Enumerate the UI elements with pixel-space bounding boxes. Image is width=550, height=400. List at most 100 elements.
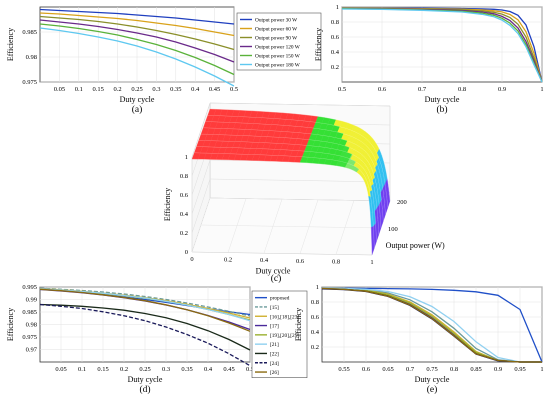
y-tick-label: 0.975 — [22, 334, 37, 341]
x-axis-label: Duty cycle — [425, 95, 460, 104]
x-tick-label: 0.05 — [55, 366, 66, 373]
series-line-6 — [321, 287, 542, 363]
series-line-9 — [321, 287, 542, 363]
surface-mesh-line — [203, 127, 384, 222]
x-tick-label: 0.95 — [514, 366, 525, 373]
legend-entry: Output power 30 W — [255, 18, 297, 24]
x-tick-label: 0.3 — [152, 86, 160, 93]
x-tick-label: 0.4 — [204, 366, 213, 373]
surface-mesh-line — [196, 146, 377, 242]
legend-entry: [17] — [270, 324, 279, 330]
z-gridline — [209, 178, 391, 183]
x-tick-label: 0.7 — [418, 86, 427, 93]
x-tick-label: 0.8 — [332, 258, 340, 265]
y-tick-label: 0.2 — [311, 344, 319, 351]
panel-label: (c) — [271, 273, 282, 284]
x-tick-label: 0.9 — [494, 366, 502, 373]
z-tick-label: 0.8 — [180, 173, 188, 180]
legend: Output power 30 W Output power 60 W Output… — [236, 12, 322, 71]
z-tick-label: 0.4 — [180, 211, 189, 218]
y-axis-label: Efficiency — [6, 308, 15, 341]
plot-area — [341, 6, 543, 83]
y-tick-label: 0.99 — [26, 297, 37, 304]
y-tick-label: 0.985 — [22, 29, 37, 36]
z-tick-label: 0.6 — [180, 192, 189, 199]
x-tick-label: 0.05 — [54, 86, 65, 93]
panel-4: 0.55 0.6 0.65 0.7 0.75 0.8 0.85 0.9 0.95 1 0.2 0.4 0… — [294, 284, 544, 395]
legend-entry: Output power 180 W — [255, 63, 300, 69]
x-tick-label: 0 — [190, 256, 193, 263]
series-line-6 — [39, 27, 235, 87]
y-tick-label: 0.4 — [331, 49, 340, 56]
surface-mesh-line — [207, 115, 388, 208]
x-tick-label: 0.2 — [114, 86, 122, 93]
x-tick-label: 0.9 — [498, 86, 506, 93]
x-tick-label: 0.45 — [209, 86, 220, 93]
panel-1: 0.5 0.6 0.7 0.8 0.9 1 0.2 0.4 0.6 0.8 1 Duty cycle E… — [314, 4, 544, 115]
x-tick-label: 1 — [540, 86, 543, 93]
y-tick-label: 0.98 — [26, 322, 37, 329]
y-axis-label: Efficiency — [294, 308, 303, 341]
legend-entry: [21] — [270, 342, 279, 348]
z-tick-label: 0 — [185, 249, 188, 256]
x-tick-label: 0.5 — [246, 366, 254, 373]
legend-box — [236, 12, 322, 71]
y-tick-label: 0.98 — [26, 54, 37, 61]
series-line-1 — [321, 287, 543, 363]
y-tick-label: 0.2 — [331, 64, 339, 71]
x-tick-label: 0.6 — [362, 366, 371, 373]
legend-entry: [15] — [270, 305, 279, 311]
x-tick-label: 1 — [540, 366, 543, 373]
panel-label: (a) — [132, 104, 143, 115]
legend-entry: [22] — [270, 351, 279, 357]
x-tick-label: 0.2 — [120, 366, 128, 373]
z-tick-label: 1 — [185, 154, 188, 161]
x-tick-label: 0.15 — [97, 366, 108, 373]
x-tick-label: 0.4 — [260, 257, 269, 264]
y-tick-label: 0.6 — [331, 34, 340, 41]
legend-entry: Output power 120 W — [255, 45, 300, 51]
series-line-8 — [39, 303, 251, 367]
surface-mesh-line — [205, 121, 386, 215]
x-tick-label: 0.1 — [78, 366, 86, 373]
x-tick-label: 0.45 — [223, 366, 234, 373]
series-line-9 — [39, 288, 251, 332]
x-axis-label: Duty cycle — [120, 95, 155, 104]
legend-entry: Output power 150 W — [255, 54, 300, 60]
x-tick-label: 0.5 — [338, 86, 346, 93]
x-tick-label: 0.25 — [139, 366, 150, 373]
series-line-7 — [39, 303, 251, 351]
series-line-2 — [39, 287, 251, 317]
y-tick-label: 0.995 — [22, 284, 37, 291]
series-line-1 — [39, 8, 235, 25]
x-tick-label: 0.1 — [75, 86, 83, 93]
x-tick-label: 0.65 — [382, 366, 393, 373]
x-tick-label: 0.4 — [191, 86, 200, 93]
legend-entry: [16],[18],[23] — [270, 314, 299, 320]
x-tick-label: 0.3 — [162, 366, 170, 373]
y-tick-label: 0.97 — [26, 347, 38, 354]
z-gridline — [209, 102, 391, 107]
z-gridline — [191, 159, 211, 215]
panel-0: 0.05 0.1 0.15 0.2 0.25 0.3 0.35 0.4 0.45 0.5 0.975… — [6, 6, 322, 115]
y-axis-label: Efficiency — [314, 28, 323, 61]
y-tick-label: 1 — [336, 4, 339, 11]
surface-mesh-line — [198, 140, 379, 235]
series-line-6 — [39, 288, 251, 322]
y-tick-label: 0.6 — [311, 314, 320, 321]
legend-entry: [26] — [270, 370, 279, 376]
x-tick-label: 0.8 — [458, 86, 466, 93]
legend-entry: [24] — [270, 361, 279, 367]
x-tick-label: 0.15 — [93, 86, 104, 93]
y-tick-label: 0.985 — [22, 309, 37, 316]
surface-mesh-line — [200, 133, 382, 229]
y-tick-label: 0.8 — [331, 19, 339, 26]
y-gridline — [200, 224, 382, 229]
y-tick-label: 0.4 — [311, 329, 320, 336]
x-tick-label: 0.2 — [224, 257, 232, 264]
series-line-6 — [341, 8, 543, 83]
surface-mesh-line — [209, 108, 391, 202]
x-tick-label: 0.35 — [170, 86, 181, 93]
x-axis-label: Duty cycle — [256, 266, 291, 275]
